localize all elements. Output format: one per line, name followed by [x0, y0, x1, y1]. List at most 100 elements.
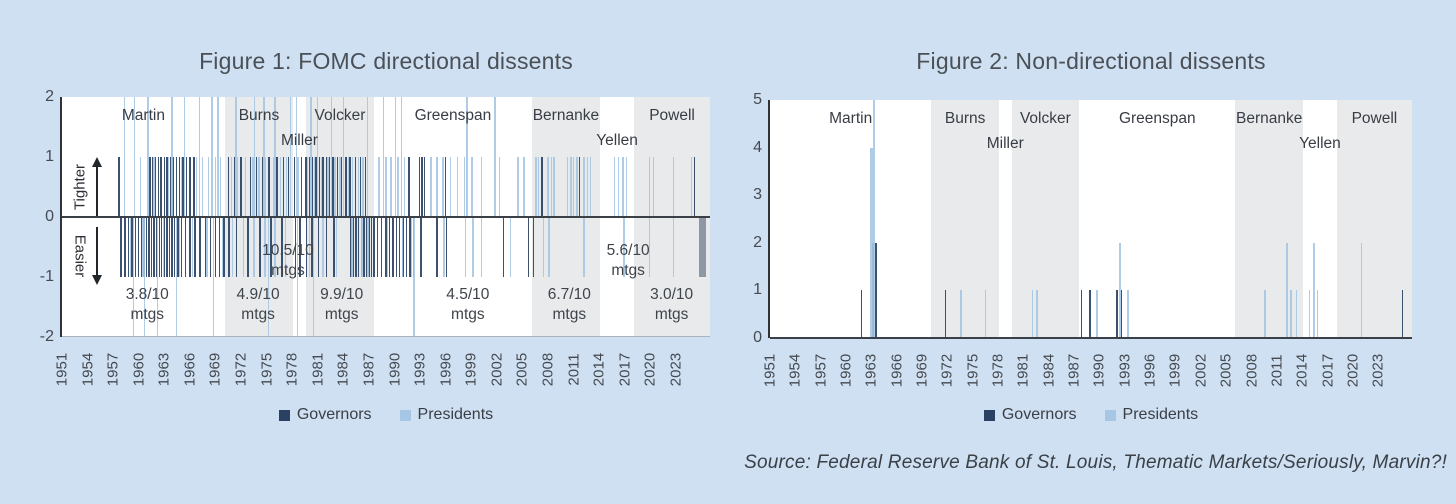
dissent-bar [532, 217, 535, 277]
dissent-bar [127, 217, 130, 277]
dissent-bar [253, 97, 256, 217]
dissent-bar [450, 157, 452, 217]
dissent-bar [294, 217, 297, 277]
x-tick-label: 2017 [1319, 353, 1337, 388]
dissent-bar [392, 217, 394, 277]
tighter-arrow-icon [96, 166, 98, 216]
dissent-bar [296, 217, 299, 337]
dissent-bar [322, 157, 324, 217]
legend-item-presidents: Presidents [399, 406, 493, 424]
dissent-bar [231, 217, 234, 277]
dissent-bar [227, 157, 229, 217]
chair-label-martin: Martin [121, 107, 165, 124]
presidents-swatch-icon [399, 409, 411, 421]
dissent-bar [120, 217, 122, 277]
dissent-bar [156, 217, 159, 337]
x-tick-label: 1972 [938, 353, 956, 388]
dissent-bar [405, 217, 408, 277]
dissent-bar [228, 217, 230, 277]
dissent-bar [267, 217, 270, 337]
figure1-legend: Governors Presidents [62, 406, 710, 424]
y-axis-line [60, 97, 62, 337]
dissent-bar [471, 157, 473, 217]
dissent-bar [365, 217, 368, 277]
dissent-bar [175, 217, 177, 337]
dissent-bar [252, 157, 254, 217]
dissent-bar [653, 157, 655, 217]
chair-label-martin: Martin [829, 110, 873, 127]
dissent-bar [366, 97, 368, 217]
x-tick-label: 1957 [812, 353, 830, 388]
x-tick-label: 1981 [1014, 353, 1032, 388]
dissent-bar [311, 157, 314, 217]
dissent-bar [196, 157, 198, 217]
dissent-bar [517, 157, 519, 217]
dissent-bar [693, 157, 696, 217]
x-tick-label: 1984 [334, 352, 352, 387]
x-tick-label: 1951 [53, 352, 71, 387]
dissent-bar [409, 217, 411, 277]
dissent-bar [1120, 290, 1123, 338]
chair-band-volcker [1011, 100, 1080, 338]
dissent-bar [219, 157, 222, 217]
x-tick-label: 1975 [964, 353, 982, 388]
x-tick-label: 1972 [232, 352, 250, 387]
dissent-bar [960, 290, 962, 338]
dissent-bar [566, 157, 569, 217]
x-tick-label: 1996 [1141, 353, 1159, 388]
x-tick-label: 1963 [155, 352, 173, 387]
presidents-swatch-icon [1104, 409, 1116, 421]
dissent-bar [306, 157, 309, 217]
dissent-bar [281, 217, 283, 277]
dissent-bar [124, 217, 126, 277]
dissent-bar [358, 217, 360, 277]
dissent-bar [408, 157, 410, 217]
dissent-bar [376, 217, 379, 277]
dissent-bar [173, 217, 176, 277]
dissent-bar [244, 157, 246, 217]
dissent-bar [349, 157, 351, 217]
dissent-bar [1127, 290, 1129, 338]
dissent-bar [160, 157, 162, 217]
dissent-bar [258, 157, 260, 217]
dissent-bar [264, 217, 266, 277]
dissent-bar [873, 100, 875, 338]
dissent-bar [178, 217, 181, 277]
dissent-bar [648, 217, 651, 277]
dissent-bar [345, 157, 347, 217]
dissent-bar [270, 217, 272, 277]
legend-label-presidents: Presidents [1122, 406, 1199, 423]
x-tick-label: 2017 [616, 352, 634, 387]
dissent-rate-annotation: 4.9/10 mtgs [236, 286, 280, 323]
chair-label-burns: Burns [238, 107, 280, 124]
dissent-bar [168, 217, 171, 277]
dissent-bar [263, 97, 265, 217]
dissent-bar [367, 217, 369, 277]
dissent-bar [193, 157, 195, 217]
dissent-bar [153, 217, 155, 277]
x-tick-label: 1993 [1116, 353, 1134, 388]
chair-label-yellen: Yellen [596, 132, 638, 149]
dissent-bar [151, 157, 154, 217]
dissent-bar [123, 97, 125, 217]
dissent-bar [317, 217, 320, 277]
dissent-bar [445, 217, 448, 277]
dissent-rate-annotation: 4.5/10 mtgs [446, 286, 490, 323]
dissent-bar [148, 217, 150, 277]
dissent-bar [570, 157, 572, 217]
figure1-title: Figure 1: FOMC directional dissents [199, 48, 573, 74]
edge-bar [698, 217, 706, 277]
dissent-bar [553, 157, 555, 217]
dissent-bar [401, 217, 403, 277]
dissent-bar [166, 217, 168, 277]
dissent-bar [310, 97, 312, 217]
x-tick-label: 1966 [181, 352, 199, 387]
dissent-rate-annotation: 3.0/10 mtgs [650, 286, 694, 323]
dissent-bar [276, 157, 278, 217]
dissent-bar [576, 157, 578, 217]
dissent-bar [155, 217, 158, 277]
dissent-bar [361, 217, 363, 277]
dissent-bar [189, 217, 191, 277]
plot-bottom-border [62, 336, 710, 337]
dissent-bar [1264, 290, 1266, 338]
